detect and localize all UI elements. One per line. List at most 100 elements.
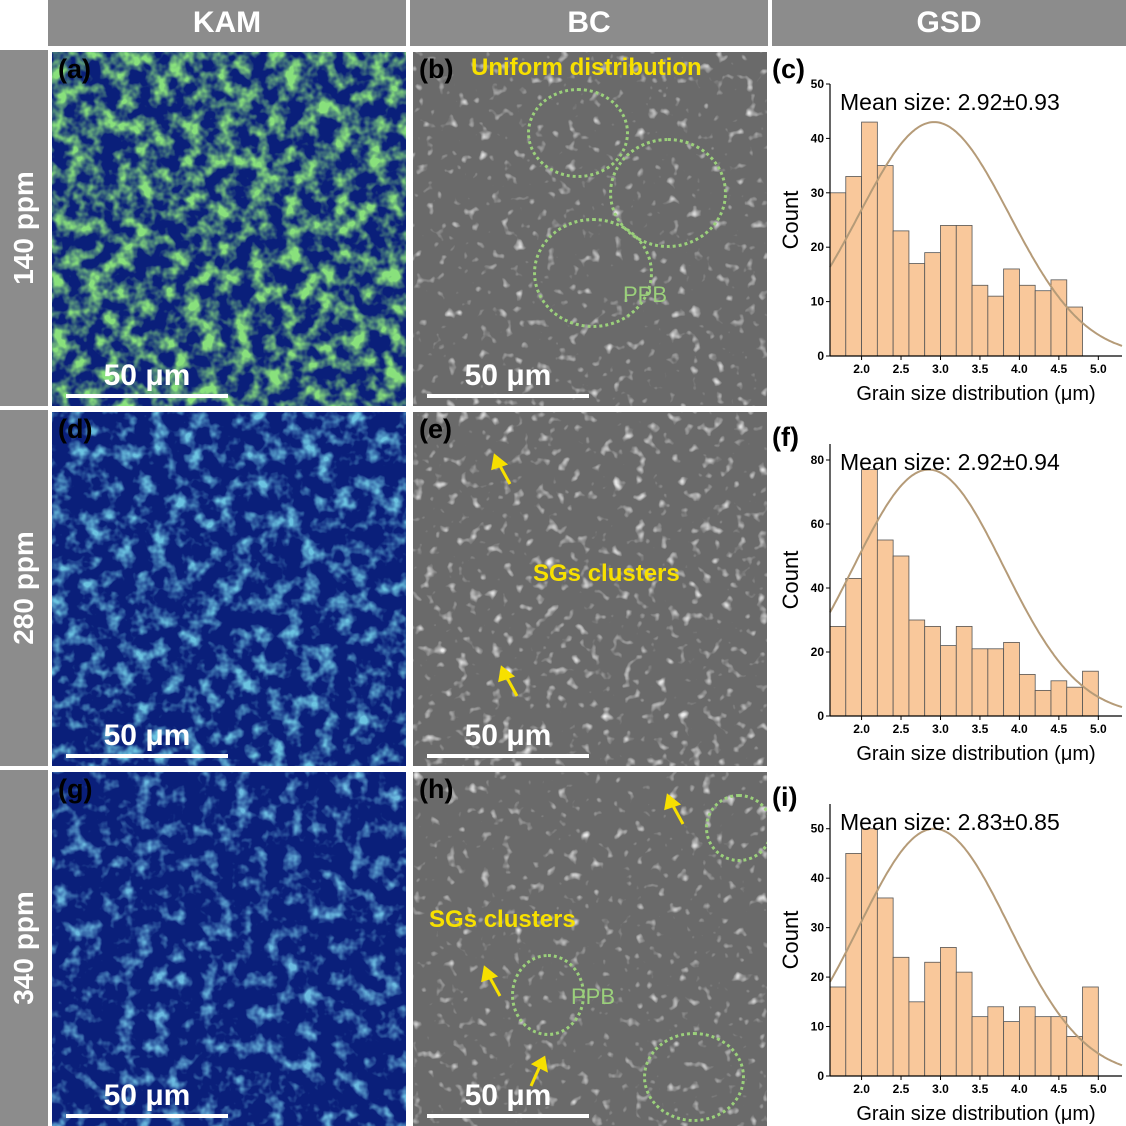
histogram-bar xyxy=(1019,1006,1036,1077)
histogram-bar xyxy=(1082,986,1099,1077)
histogram-bar xyxy=(892,555,910,717)
y-axis-label: Count xyxy=(778,191,803,250)
histogram-bar xyxy=(1066,686,1083,717)
histogram-bar xyxy=(940,947,957,1077)
row-header-280: 280 ppm xyxy=(0,410,48,766)
panel-label-b: (b) xyxy=(419,54,454,84)
column-header-bc: BC xyxy=(410,0,768,46)
y-tick-label: 20 xyxy=(811,645,825,659)
panel-label-h: (h) xyxy=(419,774,454,804)
histogram-c: (c) 2.0 2.5 3.0 3.5 4.0 4.5 5.0 0 10 20 30 40 50 Grai… xyxy=(772,52,1126,406)
histogram-bar xyxy=(1050,1016,1068,1077)
histogram-bar xyxy=(955,225,973,357)
bc-texture-e xyxy=(413,412,767,766)
y-tick-label: 30 xyxy=(811,186,825,200)
kam-texture-g xyxy=(52,772,406,1126)
scale-bar-b: 50 μm xyxy=(427,359,589,398)
histogram-bar xyxy=(861,828,878,1077)
y-axis-label: Count xyxy=(778,911,803,970)
bc-map-e: (e) SGs clusters 50 μm xyxy=(413,412,767,766)
histogram-bar xyxy=(829,625,847,717)
histogram-bar xyxy=(1066,1036,1083,1077)
histogram-bar xyxy=(1003,268,1020,357)
x-tick-label: 3.5 xyxy=(972,722,989,736)
histogram-bar xyxy=(924,961,941,1077)
scale-bar-a: 50 μm xyxy=(66,359,228,398)
x-tick-label: 5.0 xyxy=(1090,1082,1107,1096)
x-axis-label: Grain size distribution (μm) xyxy=(856,743,1095,765)
panel-label-f: (f) xyxy=(772,422,799,452)
scale-bar-e: 50 μm xyxy=(427,719,589,758)
y-tick-label: 20 xyxy=(811,240,825,254)
yellow-arrows-e xyxy=(491,453,519,697)
y-tick-label: 50 xyxy=(811,822,825,836)
histogram-bar xyxy=(1003,1021,1020,1077)
x-tick-label: 3.0 xyxy=(932,722,949,736)
x-axis-label: Grain size distribution (μm) xyxy=(856,1103,1095,1125)
column-header-gsd: GSD xyxy=(772,0,1126,46)
y-tick-label: 0 xyxy=(817,709,824,723)
x-tick-label: 3.0 xyxy=(932,362,949,376)
y-axis-label: Count xyxy=(778,551,803,610)
x-tick-label: 2.5 xyxy=(893,722,910,736)
kam-texture-d xyxy=(52,412,406,766)
y-tick-label: 10 xyxy=(811,295,825,309)
histogram-i: (i) 2.0 2.5 3.0 3.5 4.0 4.5 5.0 0 10 20 30 40 50 Grai… xyxy=(772,772,1126,1126)
x-tick-label: 3.5 xyxy=(972,362,989,376)
yellow-arrows-h xyxy=(481,793,685,1087)
y-tick-label: 0 xyxy=(817,1069,824,1083)
x-tick-label: 4.0 xyxy=(1011,722,1028,736)
histogram-bar xyxy=(845,577,862,717)
histogram-bar xyxy=(1019,284,1036,357)
kam-map-g: (g) 50 μm xyxy=(52,772,406,1126)
y-tick-label: 0 xyxy=(817,349,824,363)
x-tick-label: 4.5 xyxy=(1051,362,1068,376)
scale-bar-g: 50 μm xyxy=(66,1079,228,1118)
histogram-bar xyxy=(1050,680,1068,717)
ppb-circle xyxy=(643,1032,745,1122)
histogram-bar xyxy=(908,1001,926,1077)
histogram-bar xyxy=(940,225,957,357)
y-tick-label: 40 xyxy=(811,581,825,595)
x-tick-label: 2.5 xyxy=(893,362,910,376)
histogram-bar xyxy=(829,986,847,1077)
row-header-140: 140 ppm xyxy=(0,50,48,406)
bc-map-h: (h) SGs clusters PPB 50 μm xyxy=(413,772,767,1126)
histogram-bar xyxy=(845,853,862,1077)
y-tick-label: 40 xyxy=(811,871,825,885)
x-tick-label: 5.0 xyxy=(1090,362,1107,376)
histogram-bar xyxy=(955,971,973,1077)
histogram-f: (f) 2.0 2.5 3.0 3.5 4.0 4.5 5.0 0 20 40 60 80 Grain … xyxy=(772,412,1126,766)
normal-fit-curve xyxy=(829,827,1123,1067)
mean-size-annotation: Mean size: 2.83±0.85 xyxy=(840,809,1060,835)
normal-fit-curve xyxy=(829,121,1123,347)
x-tick-label: 2.0 xyxy=(853,1082,870,1096)
panel-label-c: (c) xyxy=(772,54,805,84)
ppb-circle xyxy=(527,88,629,178)
panel-label-i: (i) xyxy=(772,782,798,812)
histogram-bar xyxy=(861,469,878,717)
x-tick-label: 5.0 xyxy=(1090,722,1107,736)
panel-label-g: (g) xyxy=(58,774,93,804)
x-tick-label: 3.5 xyxy=(972,1082,989,1096)
x-tick-label: 4.0 xyxy=(1011,362,1028,376)
histogram-bar xyxy=(876,165,894,357)
mean-size-annotation: Mean size: 2.92±0.93 xyxy=(840,89,1060,115)
kam-texture-a xyxy=(52,52,406,406)
mean-size-annotation: Mean size: 2.92±0.94 xyxy=(840,449,1060,475)
bc-map-b: (b) Uniform distribution PPB 50 μm xyxy=(413,52,767,406)
annotation-sgs-clusters: SGs clusters xyxy=(429,906,576,933)
x-axis-label: Grain size distribution (μm) xyxy=(856,383,1095,405)
histogram-bar xyxy=(1034,689,1052,717)
histogram-bar xyxy=(1003,641,1020,717)
normal-fit-curve xyxy=(829,468,1123,709)
histogram-bar xyxy=(987,648,1005,717)
annotation-uniform-distribution: Uniform distribution xyxy=(471,54,702,81)
histogram-bar xyxy=(940,645,957,717)
histogram-bar xyxy=(845,176,862,357)
histogram-bar xyxy=(971,284,989,357)
histogram-bar xyxy=(1082,670,1099,717)
histogram-bar xyxy=(908,263,926,357)
histogram-bar xyxy=(908,619,926,717)
annotation-ppb: PPB xyxy=(623,282,668,307)
